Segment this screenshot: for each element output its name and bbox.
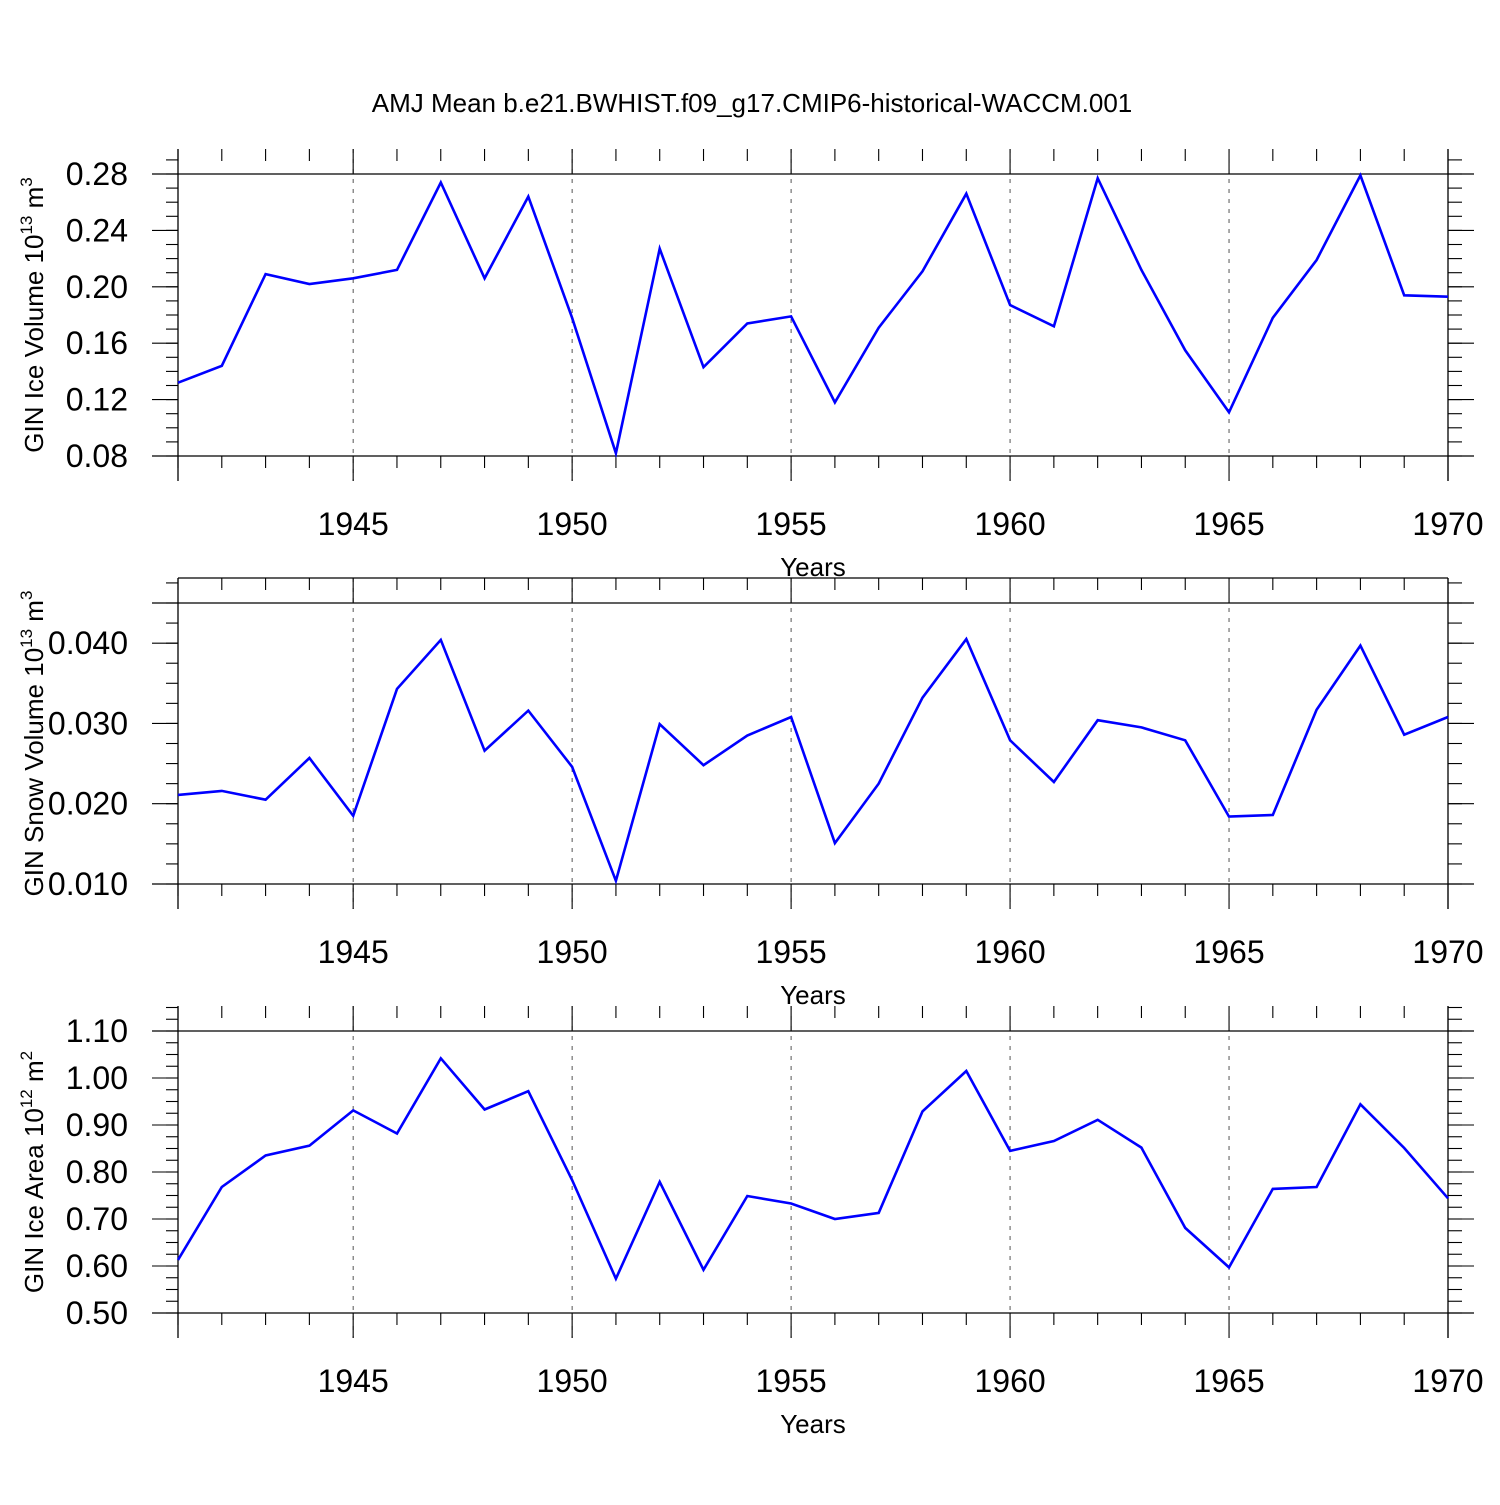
y-tick-label: 0.24 xyxy=(66,212,128,248)
series-line xyxy=(177,172,1449,459)
y-tick-label: 0.030 xyxy=(48,705,128,741)
y-tick-label: 0.20 xyxy=(66,269,128,305)
y-axis-title: GIN Ice Area 1012 m2 xyxy=(17,1051,49,1293)
y-tick-label: 0.28 xyxy=(66,156,128,192)
y-tick-label: 0.12 xyxy=(66,382,128,418)
x-axis-title: Years xyxy=(780,552,846,582)
y-tick-label: 0.70 xyxy=(66,1201,128,1237)
y-tick-label: 0.60 xyxy=(66,1248,128,1284)
x-tick-label: 1955 xyxy=(756,506,827,542)
x-tick-label: 1945 xyxy=(318,1363,389,1399)
y-tick-label: 0.16 xyxy=(66,325,128,361)
chart-panel-3: 0.50 0.60 0.70 0.80 0.90 1.00 1.10 1945 1950 1955… xyxy=(17,1006,1484,1439)
x-tick-label: 1965 xyxy=(1193,1363,1264,1399)
x-tick-label: 1965 xyxy=(1193,934,1264,970)
y-tick-label: 1.10 xyxy=(66,1013,128,1049)
y-tick-label: 0.040 xyxy=(48,625,128,661)
x-tick-label: 1970 xyxy=(1412,506,1483,542)
y-tick-label: 0.50 xyxy=(66,1295,128,1331)
chart-panel-1: 0.08 0.12 0.16 0.20 0.24 0.28 1945 1950 1955 1960… xyxy=(17,149,1484,582)
y-tick-label: 1.00 xyxy=(66,1060,128,1096)
x-tick-label: 1950 xyxy=(537,934,608,970)
x-tick-label: 1960 xyxy=(974,506,1045,542)
x-axis-title: Years xyxy=(780,1409,846,1439)
x-tick-label: 1960 xyxy=(974,934,1045,970)
y-tick-label: 0.020 xyxy=(48,786,128,822)
y-axis-title: GIN Ice Volume 1013 m3 xyxy=(17,177,49,453)
x-tick-label: 1950 xyxy=(537,1363,608,1399)
x-tick-label: 1970 xyxy=(1412,1363,1483,1399)
x-tick-label: 1945 xyxy=(318,506,389,542)
y-tick-label: 0.80 xyxy=(66,1154,128,1190)
x-tick-label: 1945 xyxy=(318,934,389,970)
x-tick-label: 1970 xyxy=(1412,934,1483,970)
y-axis-title: GIN Snow Volume 1013 m3 xyxy=(17,591,49,897)
x-tick-label: 1955 xyxy=(756,934,827,970)
x-tick-label: 1950 xyxy=(537,506,608,542)
y-tick-label: 0.010 xyxy=(48,866,128,902)
x-axis-title: Years xyxy=(780,980,846,1010)
y-tick-label: 0.90 xyxy=(66,1107,128,1143)
x-tick-label: 1955 xyxy=(756,1363,827,1399)
chart-title: AMJ Mean b.e21.BWHIST.f09_g17.CMIP6-hist… xyxy=(372,88,1133,118)
x-tick-label: 1965 xyxy=(1193,506,1264,542)
x-tick-label: 1960 xyxy=(974,1363,1045,1399)
chart-panel-2: 0.010 0.020 0.030 0.040 1945 1950 1955 1960 1965… xyxy=(17,577,1484,1010)
series-line xyxy=(176,1056,1449,1282)
y-tick-label: 0.08 xyxy=(66,438,128,474)
series-line xyxy=(177,636,1449,885)
